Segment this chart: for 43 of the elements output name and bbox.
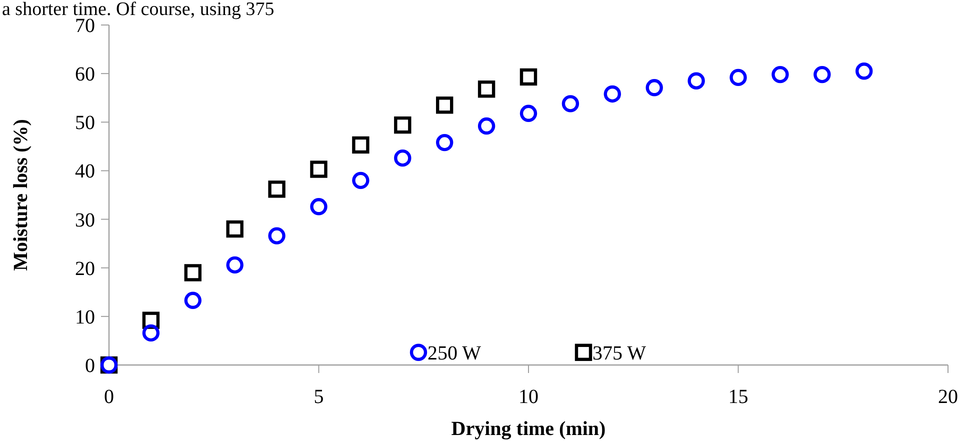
y-tick-label: 30 xyxy=(75,209,95,232)
x-tick-label: 10 xyxy=(518,386,538,408)
point xyxy=(226,256,244,274)
point xyxy=(352,136,370,154)
point xyxy=(436,134,454,152)
point xyxy=(478,80,496,98)
point xyxy=(646,79,663,96)
point xyxy=(226,220,244,238)
point xyxy=(184,292,202,309)
point xyxy=(562,95,580,112)
y-tick-label: 60 xyxy=(75,64,95,86)
x-tick-label: 15 xyxy=(728,386,748,408)
point xyxy=(310,198,328,216)
y-tick-label: 20 xyxy=(75,258,95,280)
point xyxy=(604,85,621,103)
x-tick-label: 0 xyxy=(104,386,114,408)
point xyxy=(814,66,831,84)
point xyxy=(184,264,202,282)
x-tick-label: 20 xyxy=(938,386,958,408)
point xyxy=(310,160,328,178)
y-tick-label: 0 xyxy=(85,355,95,377)
point xyxy=(394,116,412,134)
point xyxy=(772,66,789,84)
point xyxy=(142,324,160,342)
point xyxy=(688,72,705,90)
point xyxy=(268,227,286,244)
point xyxy=(520,104,538,122)
point xyxy=(730,68,747,86)
x-tick-label: 5 xyxy=(314,386,324,408)
legend-label: 375 W xyxy=(592,342,646,364)
point xyxy=(856,62,873,80)
point xyxy=(352,172,370,190)
y-tick-label: 40 xyxy=(75,160,95,183)
y-axis-title: Moisture loss (%) xyxy=(10,119,32,271)
point xyxy=(436,96,454,114)
y-tick-label: 50 xyxy=(75,112,95,134)
x-axis-title: Drying time (min) xyxy=(451,418,606,440)
point xyxy=(268,180,286,198)
point xyxy=(394,149,412,167)
y-tick-label: 10 xyxy=(75,306,95,328)
legend-label: 250 W xyxy=(428,342,482,364)
point xyxy=(520,68,538,86)
point xyxy=(478,117,496,135)
